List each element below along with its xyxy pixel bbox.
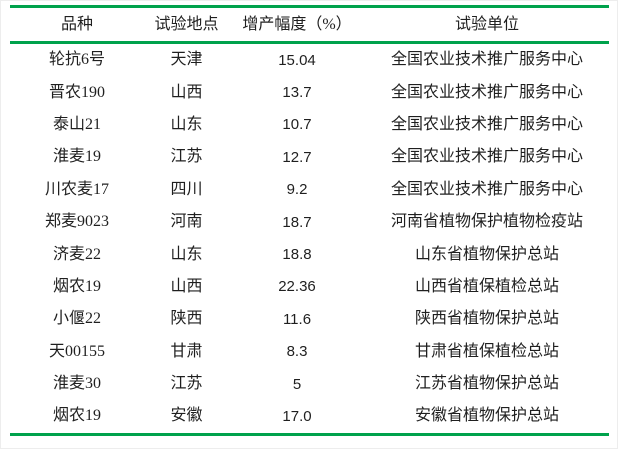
cell-location: 山西 bbox=[170, 83, 203, 101]
cell-location: 四川 bbox=[170, 180, 203, 198]
cell-unit: 全国农业技术推广服务中心 bbox=[390, 180, 583, 198]
cell-location: 江苏 bbox=[170, 148, 203, 166]
cell-unit: 甘肃省植保植检总站 bbox=[414, 342, 559, 360]
table-row: 济麦22 山东 18.8 山东省植物保护总站 bbox=[10, 238, 609, 270]
header-increase: 增产幅度（%） bbox=[242, 15, 352, 33]
table-row: 晋农190 山西 13.7 全国农业技术推广服务中心 bbox=[10, 76, 609, 108]
cell-unit: 全国农业技术推广服务中心 bbox=[390, 83, 583, 101]
cell-increase: 15.04 bbox=[278, 51, 316, 69]
cell-unit: 陕西省植物保护总站 bbox=[414, 310, 559, 328]
cell-variety: 轮抗6号 bbox=[48, 51, 105, 69]
table-row: 郑麦9023 河南 18.7 河南省植物保护植物检疫站 bbox=[10, 206, 609, 238]
cell-increase: 12.7 bbox=[282, 148, 312, 166]
cell-unit: 山东省植物保护总站 bbox=[414, 245, 559, 263]
cell-unit: 江苏省植物保护总站 bbox=[414, 375, 559, 393]
cell-increase: 22.36 bbox=[278, 278, 316, 296]
cell-unit: 全国农业技术推广服务中心 bbox=[390, 148, 583, 166]
cell-unit: 河南省植物保护植物检疫站 bbox=[390, 213, 583, 231]
cell-variety: 小偃22 bbox=[52, 310, 101, 328]
header-unit: 试验单位 bbox=[454, 15, 519, 33]
cell-location: 江苏 bbox=[170, 375, 203, 393]
cell-variety: 淮麦30 bbox=[52, 375, 101, 393]
cell-variety: 烟农19 bbox=[52, 407, 101, 425]
table-row: 轮抗6号 天津 15.04 全国农业技术推广服务中心 bbox=[10, 44, 609, 76]
header-location: 试验地点 bbox=[154, 15, 219, 33]
table-row: 淮麦30 江苏 5 江苏省植物保护总站 bbox=[10, 368, 609, 400]
cell-increase: 8.3 bbox=[286, 343, 308, 361]
table-row: 天00155 甘肃 8.3 甘肃省植保植检总站 bbox=[10, 336, 609, 368]
cell-unit: 安徽省植物保护总站 bbox=[414, 407, 559, 425]
cell-location: 天津 bbox=[170, 51, 203, 69]
cell-variety: 泰山21 bbox=[52, 115, 101, 133]
cell-increase: 9.2 bbox=[286, 181, 308, 199]
cell-increase: 17.0 bbox=[282, 407, 312, 425]
table-row: 淮麦19 江苏 12.7 全国农业技术推广服务中心 bbox=[10, 141, 609, 173]
cell-location: 甘肃 bbox=[170, 342, 203, 360]
cell-increase: 11.6 bbox=[282, 310, 312, 328]
cell-increase: 5 bbox=[292, 375, 302, 393]
cell-location: 山东 bbox=[170, 245, 203, 263]
cell-increase: 18.7 bbox=[282, 213, 312, 231]
cell-location: 陕西 bbox=[170, 310, 203, 328]
table-body: 轮抗6号 天津 15.04 全国农业技术推广服务中心 晋农190 山西 13.7… bbox=[1, 44, 617, 433]
cell-location: 山东 bbox=[170, 115, 203, 133]
cell-increase: 13.7 bbox=[282, 84, 312, 102]
cell-unit: 山西省植保植检总站 bbox=[414, 277, 559, 295]
cell-increase: 10.7 bbox=[282, 116, 312, 134]
cell-variety: 晋农190 bbox=[48, 83, 105, 101]
cell-increase: 18.8 bbox=[282, 246, 312, 264]
table-row: 小偃22 陕西 11.6 陕西省植物保护总站 bbox=[10, 303, 609, 335]
cell-location: 山西 bbox=[170, 277, 203, 295]
cell-variety: 天00155 bbox=[48, 342, 105, 360]
table-row: 川农麦17 四川 9.2 全国农业技术推广服务中心 bbox=[10, 174, 609, 206]
table-row: 烟农19 安徽 17.0 安徽省植物保护总站 bbox=[10, 400, 609, 432]
header-variety: 品种 bbox=[60, 15, 93, 33]
cell-unit: 全国农业技术推广服务中心 bbox=[390, 51, 583, 69]
table-row: 泰山21 山东 10.7 全国农业技术推广服务中心 bbox=[10, 109, 609, 141]
cell-location: 安徽 bbox=[170, 407, 203, 425]
cell-variety: 烟农19 bbox=[52, 277, 101, 295]
cell-variety: 郑麦9023 bbox=[44, 213, 109, 231]
table-row: 烟农19 山西 22.36 山西省植保植检总站 bbox=[10, 271, 609, 303]
cell-variety: 淮麦19 bbox=[52, 148, 101, 166]
table-top-rule bbox=[10, 5, 609, 8]
cell-variety: 济麦22 bbox=[52, 245, 101, 263]
cell-variety: 川农麦17 bbox=[44, 180, 109, 198]
table-header-row: 品种 试验地点 增产幅度（%） 试验单位 bbox=[10, 8, 609, 41]
cell-location: 河南 bbox=[170, 213, 203, 231]
table-bottom-rule bbox=[10, 432, 609, 436]
cell-unit: 全国农业技术推广服务中心 bbox=[390, 115, 583, 133]
header-separator-rule bbox=[10, 41, 609, 44]
